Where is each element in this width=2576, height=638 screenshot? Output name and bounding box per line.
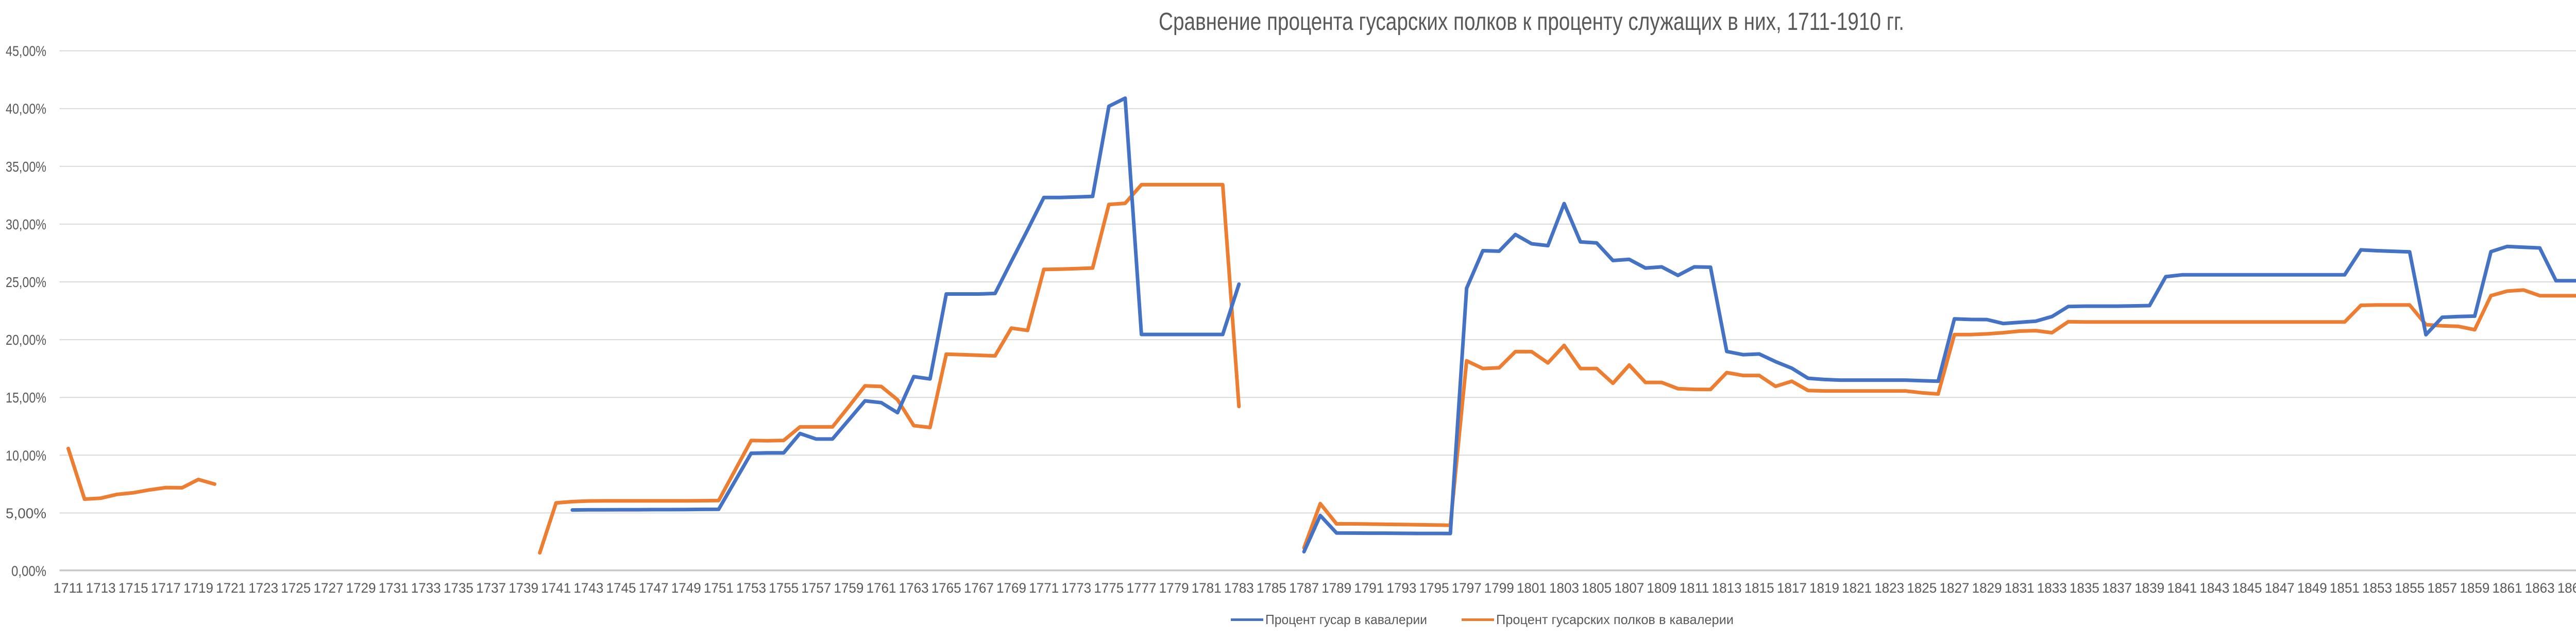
svg-text:45,00%: 45,00% — [6, 43, 46, 59]
svg-text:1755: 1755 — [769, 580, 799, 596]
svg-text:1727: 1727 — [314, 580, 344, 596]
svg-text:1803: 1803 — [1549, 580, 1579, 596]
svg-text:1845: 1845 — [2232, 580, 2262, 596]
svg-text:1781: 1781 — [1192, 580, 1222, 596]
svg-text:1835: 1835 — [2070, 580, 2099, 596]
svg-text:1757: 1757 — [801, 580, 831, 596]
svg-text:1813: 1813 — [1712, 580, 1742, 596]
svg-text:Сравнение процента гусарских п: Сравнение процента гусарских полков к пр… — [1159, 8, 1904, 36]
svg-text:1853: 1853 — [2362, 580, 2392, 596]
svg-text:1787: 1787 — [1289, 580, 1319, 596]
svg-text:20,00%: 20,00% — [6, 332, 46, 348]
svg-text:1857: 1857 — [2427, 580, 2457, 596]
svg-text:1863: 1863 — [2525, 580, 2555, 596]
svg-text:1807: 1807 — [1614, 580, 1644, 596]
svg-text:1819: 1819 — [1809, 580, 1839, 596]
svg-text:1725: 1725 — [281, 580, 311, 596]
svg-text:1795: 1795 — [1419, 580, 1449, 596]
svg-text:1823: 1823 — [1874, 580, 1904, 596]
svg-text:5,00%: 5,00% — [6, 505, 46, 521]
svg-text:1785: 1785 — [1257, 580, 1286, 596]
svg-text:1825: 1825 — [1907, 580, 1937, 596]
svg-text:1761: 1761 — [867, 580, 896, 596]
svg-text:1801: 1801 — [1517, 580, 1547, 596]
svg-text:1775: 1775 — [1094, 580, 1124, 596]
svg-text:1765: 1765 — [931, 580, 961, 596]
svg-text:1715: 1715 — [118, 580, 148, 596]
svg-text:1763: 1763 — [899, 580, 929, 596]
svg-text:1729: 1729 — [346, 580, 376, 596]
svg-text:1769: 1769 — [996, 580, 1026, 596]
svg-text:1783: 1783 — [1224, 580, 1254, 596]
svg-text:1713: 1713 — [86, 580, 116, 596]
svg-text:1805: 1805 — [1582, 580, 1612, 596]
svg-text:10,00%: 10,00% — [6, 447, 46, 463]
svg-text:25,00%: 25,00% — [6, 274, 46, 290]
svg-text:1741: 1741 — [541, 580, 571, 596]
svg-text:1719: 1719 — [183, 580, 213, 596]
svg-text:1751: 1751 — [704, 580, 734, 596]
svg-text:1855: 1855 — [2395, 580, 2425, 596]
svg-text:1827: 1827 — [1940, 580, 1970, 596]
svg-text:1841: 1841 — [2167, 580, 2197, 596]
svg-text:1791: 1791 — [1354, 580, 1384, 596]
svg-text:1793: 1793 — [1386, 580, 1416, 596]
svg-text:1829: 1829 — [1972, 580, 2002, 596]
svg-text:1759: 1759 — [834, 580, 863, 596]
svg-text:40,00%: 40,00% — [6, 101, 46, 117]
svg-text:1859: 1859 — [2460, 580, 2489, 596]
svg-text:1837: 1837 — [2102, 580, 2132, 596]
svg-text:1711: 1711 — [54, 580, 83, 596]
svg-text:1731: 1731 — [379, 580, 409, 596]
svg-text:1817: 1817 — [1777, 580, 1807, 596]
svg-text:1799: 1799 — [1484, 580, 1514, 596]
svg-text:1733: 1733 — [411, 580, 441, 596]
svg-text:Процент гусар в кавалерии: Процент гусар в кавалерии — [1265, 612, 1427, 627]
svg-text:1821: 1821 — [1842, 580, 1872, 596]
svg-text:1843: 1843 — [2199, 580, 2229, 596]
svg-text:1739: 1739 — [509, 580, 538, 596]
svg-text:1833: 1833 — [2037, 580, 2067, 596]
svg-text:35,00%: 35,00% — [6, 159, 46, 175]
svg-text:30,00%: 30,00% — [6, 216, 46, 232]
svg-text:Процент гусарских полков в кав: Процент гусарских полков в кавалерии — [1496, 612, 1734, 627]
svg-text:1753: 1753 — [736, 580, 766, 596]
svg-text:15,00%: 15,00% — [6, 390, 46, 406]
svg-text:1743: 1743 — [573, 580, 603, 596]
svg-text:1847: 1847 — [2265, 580, 2295, 596]
svg-text:1831: 1831 — [2005, 580, 2035, 596]
svg-text:1747: 1747 — [639, 580, 669, 596]
svg-text:1767: 1767 — [964, 580, 994, 596]
svg-text:1861: 1861 — [2493, 580, 2522, 596]
svg-text:1749: 1749 — [671, 580, 701, 596]
svg-text:1745: 1745 — [606, 580, 636, 596]
svg-text:1779: 1779 — [1159, 580, 1189, 596]
svg-text:1839: 1839 — [2134, 580, 2164, 596]
svg-text:1797: 1797 — [1452, 580, 1482, 596]
svg-text:1849: 1849 — [2297, 580, 2327, 596]
svg-text:1771: 1771 — [1029, 580, 1059, 596]
svg-text:1773: 1773 — [1061, 580, 1091, 596]
svg-text:1851: 1851 — [2330, 580, 2360, 596]
svg-text:1865: 1865 — [2557, 580, 2576, 596]
svg-text:0,00%: 0,00% — [11, 563, 46, 579]
svg-text:1735: 1735 — [444, 580, 473, 596]
svg-text:1737: 1737 — [476, 580, 506, 596]
svg-text:1723: 1723 — [248, 580, 278, 596]
svg-text:1811: 1811 — [1680, 580, 1709, 596]
svg-text:1815: 1815 — [1744, 580, 1774, 596]
svg-text:1809: 1809 — [1647, 580, 1676, 596]
svg-text:1717: 1717 — [151, 580, 181, 596]
svg-text:1777: 1777 — [1127, 580, 1157, 596]
svg-text:1789: 1789 — [1321, 580, 1351, 596]
svg-text:1721: 1721 — [216, 580, 246, 596]
